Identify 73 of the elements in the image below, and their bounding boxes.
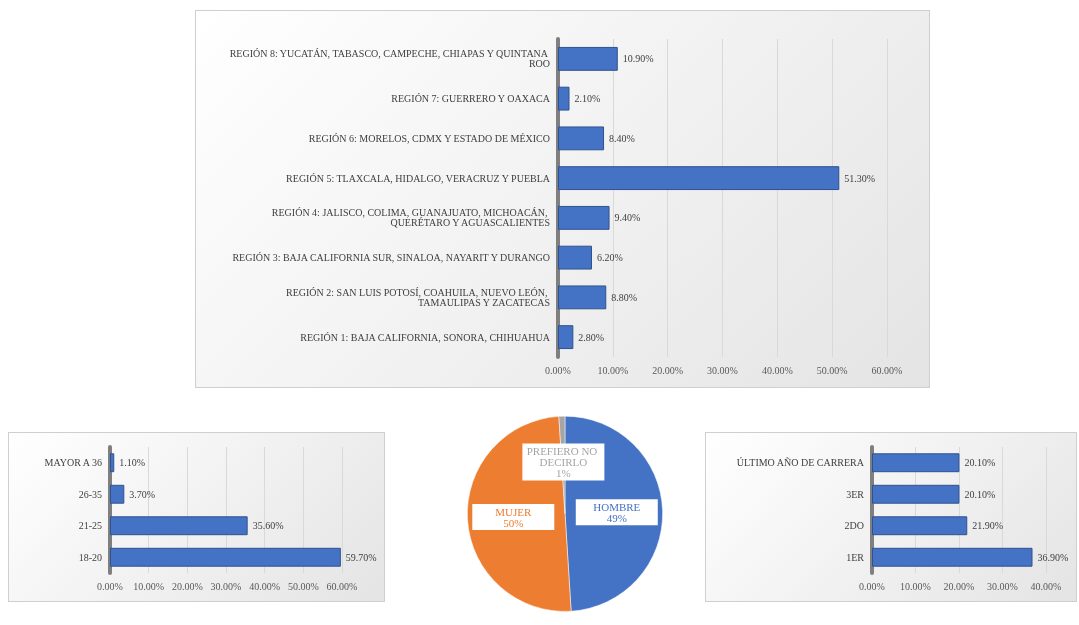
data-label: 8.80%: [611, 291, 638, 303]
x-tick-label: 30.00%: [210, 580, 242, 592]
bar: [558, 46, 618, 71]
x-tick-label: 30.00%: [987, 580, 1018, 592]
slice-label: MUJER: [495, 505, 532, 518]
x-tick-label: 30.00%: [707, 364, 738, 376]
x-tick-label: 20.00%: [943, 580, 975, 592]
slice-label: PREFIERO NO DECIRLO: [526, 444, 601, 468]
bar: [872, 547, 1033, 567]
bar: [110, 484, 125, 504]
y-tick-label: REGIÓN 1: BAJA CALIFORNIA, SONORA, CHIHUAHUA: [300, 331, 551, 343]
data-label: 20.10%: [964, 488, 996, 500]
bar: [872, 453, 960, 473]
data-label: 51.30%: [844, 172, 876, 184]
bar: [558, 285, 607, 310]
data-label: 1.10%: [119, 457, 146, 469]
bar: [872, 484, 960, 504]
x-tick-label: 40.00%: [1030, 580, 1062, 592]
data-label: 2.80%: [578, 331, 605, 343]
y-tick-label: 3ER: [846, 488, 865, 500]
data-label: 59.70%: [345, 551, 377, 563]
data-label: 3.70%: [129, 488, 156, 500]
bar: [110, 453, 115, 473]
x-tick-label: 40.00%: [761, 364, 793, 376]
x-tick-label: 60.00%: [871, 364, 903, 376]
x-tick-label: 10.00%: [900, 580, 931, 592]
y-tick-label: 26-35: [78, 488, 102, 500]
y-tick-label: ÚLTIMO AÑO DE CARRERA: [736, 457, 865, 469]
bar: [558, 166, 840, 191]
x-tick-label: 50.00%: [287, 580, 319, 592]
data-label: 10.90%: [622, 53, 654, 65]
x-tick-label: 0.00%: [859, 580, 885, 592]
y-tick-label: MAYOR A 36: [44, 457, 102, 469]
y-tick-label: REGIÓN 6: MORELOS, CDMX Y ESTADO DE MÉXICO: [308, 132, 550, 144]
data-label: 36.90%: [1037, 551, 1069, 563]
y-tick-label: REGIÓN 2: SAN LUIS POTOSÍ, COAHUILA, NUEVO LEÓN, TAMAULIPAS Y ZACATECAS: [286, 286, 550, 308]
bar: [110, 516, 248, 536]
data-label: 1%: [556, 466, 571, 479]
bar: [558, 325, 574, 350]
x-tick-label: 50.00%: [816, 364, 848, 376]
x-tick-label: 10.00%: [597, 364, 629, 376]
bar: [110, 547, 341, 567]
x-tick-label: 0.00%: [97, 580, 123, 592]
data-label: 9.40%: [614, 212, 641, 224]
data-label: 6.20%: [597, 252, 623, 264]
data-label: 50%: [503, 516, 524, 529]
y-tick-label: REGIÓN 4: JALISCO, COLIMA, GUANAJUATO, MICHOACÁN, QUERÉTARO Y AGUASCALIENTES: [271, 207, 550, 229]
x-tick-label: 60.00%: [326, 580, 358, 592]
y-tick-label: 18-20: [78, 551, 102, 563]
data-label: 49%: [606, 511, 627, 524]
data-label: 2.10%: [574, 93, 601, 105]
x-tick-label: 40.00%: [249, 580, 281, 592]
x-tick-label: 10.00%: [133, 580, 165, 592]
bar: [558, 86, 570, 111]
y-tick-label: 2DO: [844, 520, 864, 532]
data-label: 21.90%: [972, 520, 1004, 532]
y-tick-label: 1ER: [846, 551, 865, 563]
data-label: 20.10%: [964, 457, 996, 469]
data-label: 35.60%: [252, 520, 284, 532]
y-tick-label: REGIÓN 8: YUCATÁN, TABASCO, CAMPECHE, CHIAPAS Y QUINTANA ROO: [229, 48, 550, 70]
x-tick-label: 0.00%: [545, 364, 571, 376]
bar: [558, 126, 605, 151]
x-tick-label: 20.00%: [171, 580, 203, 592]
y-tick-label: REGIÓN 7: GUERRERO Y OAXACA: [391, 93, 551, 105]
y-tick-label: 21-25: [78, 520, 102, 532]
x-tick-label: 20.00%: [652, 364, 684, 376]
slice-label: HOMBRE: [593, 500, 641, 513]
y-tick-label: REGIÓN 5: TLAXCALA, HIDALGO, VERACRUZ Y PUEBLA: [286, 172, 551, 184]
bar: [872, 516, 968, 536]
bar: [558, 245, 592, 270]
data-label: 8.40%: [609, 132, 635, 144]
bar: [558, 205, 610, 230]
y-tick-label: REGIÓN 3: BAJA CALIFORNIA SUR, SINALOA, NAYARIT Y DURANGO: [232, 252, 550, 264]
